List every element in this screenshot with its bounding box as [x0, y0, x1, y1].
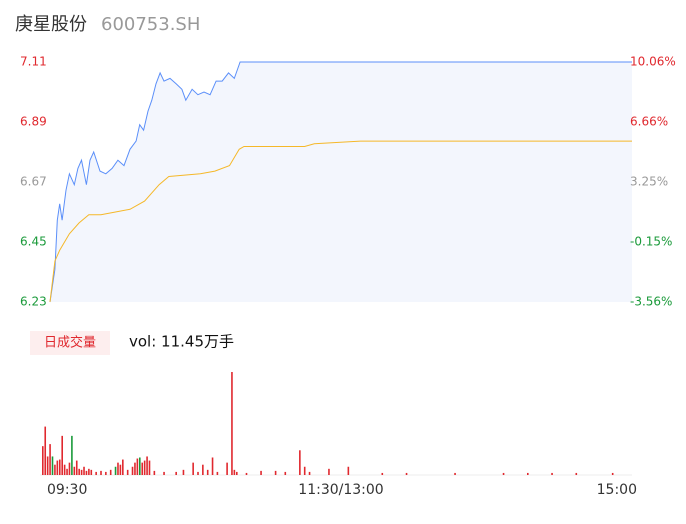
volume-bar — [117, 462, 119, 475]
volume-bar — [216, 471, 219, 475]
volume-bar — [109, 469, 112, 475]
volume-bar — [575, 472, 578, 475]
volume-bar — [83, 466, 85, 475]
volume-bar — [131, 466, 134, 475]
volume-bar — [454, 472, 456, 475]
volume-bar — [54, 464, 56, 475]
volume-bar — [42, 446, 44, 475]
stock-code: 600753.SH — [101, 14, 200, 35]
volume-bar — [231, 372, 233, 475]
volume-bar — [347, 466, 350, 475]
volume-label-bg — [30, 331, 110, 355]
x-tick-label: 11:30/13:00 — [298, 482, 383, 498]
volume-bar — [61, 435, 63, 475]
volume-bar — [236, 471, 238, 475]
volume-bar — [134, 462, 136, 475]
y-tick-label: 6.45 — [20, 235, 47, 249]
volume-bar — [611, 472, 614, 475]
volume-bar — [90, 469, 93, 475]
volume-bar — [163, 471, 165, 475]
volume-bar — [100, 470, 102, 475]
y2-tick-label: 6.66% — [630, 114, 668, 128]
volume-total: vol: 11.45万手 — [129, 333, 234, 351]
volume-bar — [226, 462, 228, 475]
volume-bar — [527, 472, 529, 475]
volume-bar — [122, 459, 124, 475]
volume-bar — [182, 469, 185, 475]
y-tick-label: 6.67 — [20, 175, 47, 189]
volume-bar — [143, 460, 146, 475]
volume-bar — [46, 456, 49, 475]
volume-bar — [328, 468, 330, 475]
y2-tick-label: 3.25% — [630, 175, 668, 189]
volume-bar — [206, 469, 209, 475]
volume-bar — [303, 466, 306, 475]
volume-bar — [260, 470, 262, 475]
volume-bar — [211, 457, 214, 475]
volume-bar — [58, 459, 61, 475]
volume-bar — [49, 444, 51, 475]
volume-bar — [139, 457, 141, 475]
volume-bar — [274, 470, 277, 475]
y-tick-label: 7.11 — [20, 55, 47, 69]
y-tick-label: 6.23 — [20, 295, 47, 309]
average-line — [49, 140, 632, 303]
y2-tick-label: -0.15% — [630, 234, 672, 248]
volume-bar — [51, 456, 54, 475]
volume-bar — [66, 468, 68, 475]
volume-bar — [551, 472, 553, 475]
volume-bar — [73, 466, 76, 475]
stock-name: 庚星股份 — [15, 14, 87, 35]
y2-tick-label: 10.06% — [630, 55, 676, 69]
volume-bar — [63, 464, 66, 475]
volume-bar — [233, 469, 236, 475]
volume-bar — [71, 435, 73, 475]
volume-bar — [44, 426, 47, 475]
volume-bar — [114, 466, 117, 475]
volume-bar — [88, 468, 90, 475]
volume-bar — [284, 471, 287, 475]
volume-bar — [202, 464, 204, 475]
volume-bar — [95, 471, 97, 475]
volume-bar — [141, 462, 144, 475]
volume-label: 日成交量 — [44, 335, 96, 351]
volume-bar — [175, 471, 177, 475]
volume-bar — [105, 471, 107, 475]
volume-bar — [381, 472, 384, 475]
volume-bar — [148, 460, 151, 475]
volume-bar — [75, 460, 78, 475]
volume-bar — [56, 460, 59, 475]
volume-bar — [80, 469, 83, 475]
volume-bar — [68, 462, 71, 475]
y-tick-label: 6.89 — [20, 115, 47, 129]
x-tick-label: 15:00 — [597, 482, 637, 498]
volume-bar — [245, 472, 248, 475]
volume-bar — [299, 450, 301, 475]
volume-bar — [502, 472, 505, 475]
volume-bar — [192, 462, 194, 475]
y2-tick-label: -3.56% — [630, 295, 672, 309]
x-tick-label: 09:30 — [47, 482, 87, 498]
volume-bar — [405, 472, 408, 475]
price-area — [50, 62, 632, 302]
volume-bar — [153, 470, 156, 475]
volume-bar — [119, 464, 122, 475]
volume-bar — [126, 469, 129, 475]
volume-bar — [136, 458, 139, 475]
volume-bar — [85, 470, 88, 475]
volume-bar — [308, 471, 311, 475]
volume-bar — [197, 471, 199, 475]
price-line — [49, 61, 632, 303]
volume-bar — [78, 468, 80, 475]
volume-bar — [146, 456, 148, 475]
